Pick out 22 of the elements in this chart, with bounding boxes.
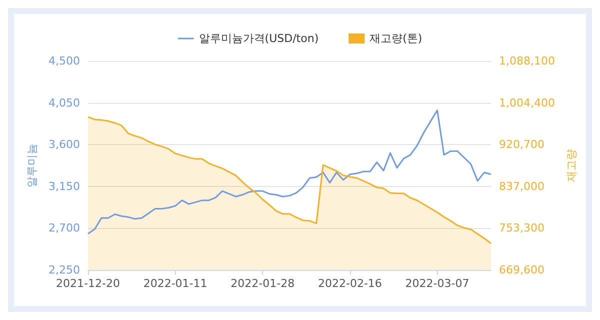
legend-label: 재고량(톤)	[370, 32, 422, 45]
y2-tick-label: 920,700	[499, 138, 544, 152]
x-tick-label: 2022-02-16	[318, 277, 382, 290]
y2-tick-label: 669,600	[499, 264, 544, 276]
y-tick-label: 2,700	[48, 222, 80, 235]
y-tick-label: 4,050	[48, 96, 80, 110]
y-tick-label: 2,250	[48, 264, 80, 276]
y-tick-label: 4,500	[48, 54, 80, 68]
x-tick-label: 2022-03-07	[405, 277, 470, 290]
y2-tick-label: 1,004,400	[499, 96, 555, 110]
line-series	[87, 109, 492, 235]
y2-tick-label: 1,088,100	[499, 54, 555, 68]
y-axis-title: 알루미늄	[26, 144, 39, 188]
x-tick-label: 2022-01-28	[230, 277, 295, 290]
y-tick-label: 3,150	[48, 180, 80, 193]
y-tick-label: 3,600	[48, 138, 80, 152]
y2-tick-label: 837,000	[499, 180, 544, 193]
x-tick-label: 2022-01-11	[143, 277, 208, 290]
y2-tick-label: 753,300	[499, 222, 544, 235]
x-tick-label: 2021-12-20	[56, 277, 120, 290]
y2-axis-title: 재고량	[564, 149, 578, 182]
legend-label: 알루미늄가격(USD/ton)	[198, 32, 319, 45]
